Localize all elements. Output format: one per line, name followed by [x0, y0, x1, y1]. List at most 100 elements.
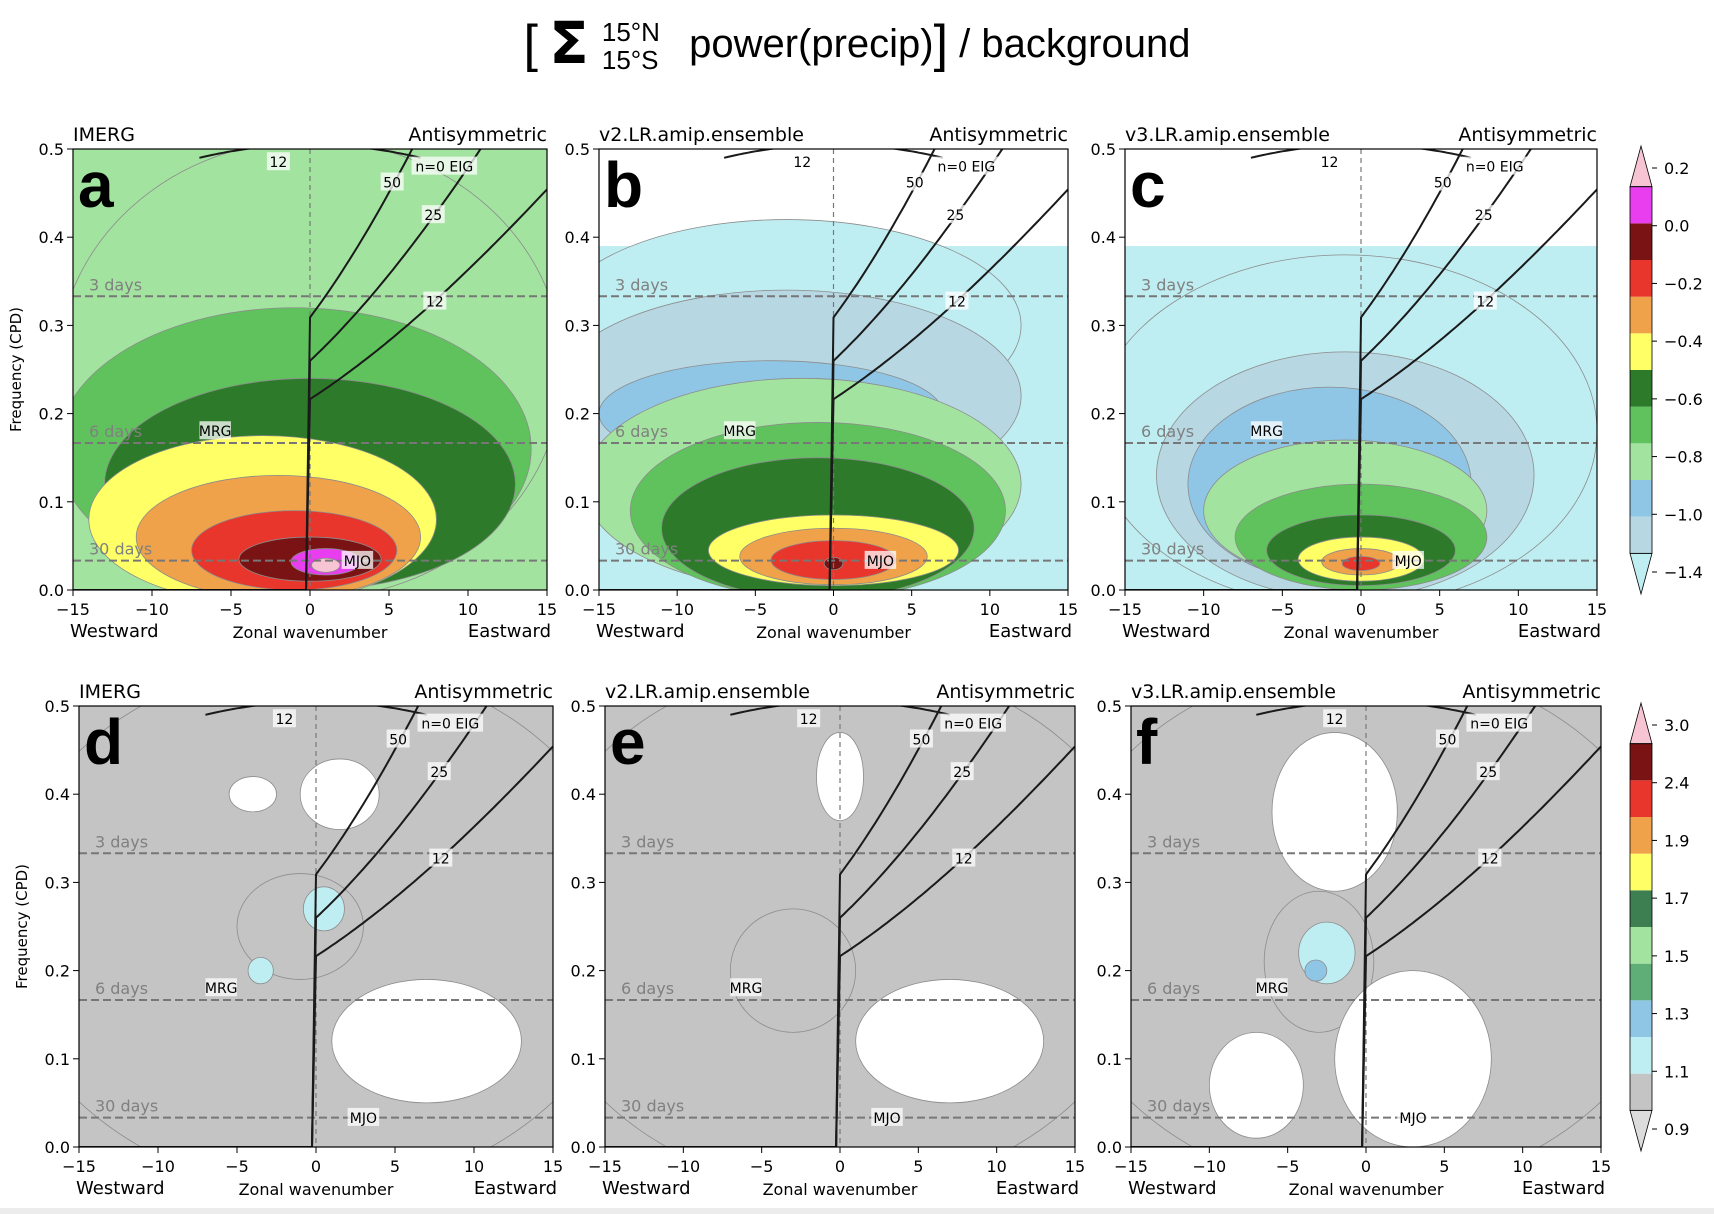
panel-title-left: v2.LR.amip.ensemble — [599, 124, 804, 146]
panel-letter: c — [1130, 149, 1166, 221]
x-tick-label: 15 — [1058, 600, 1078, 619]
x-tick-label: −15 — [582, 600, 616, 619]
curve-label-bg — [909, 729, 933, 748]
curve-label: 25 — [1475, 208, 1493, 224]
contour-band — [1304, 959, 1328, 982]
colorbar-segment — [1630, 1037, 1652, 1074]
colorbar-segment — [1630, 516, 1652, 554]
contour-band — [299, 758, 380, 830]
period-label: 3 days — [1147, 832, 1200, 851]
y-axis-label: Frequency (CPD) — [7, 307, 25, 432]
colorbar-tick-label: 1.5 — [1664, 947, 1689, 966]
curve-label-bg — [386, 729, 410, 748]
x-axis-label: Zonal wavenumber — [233, 623, 388, 642]
curve-label: n=0 EIG — [1466, 160, 1524, 176]
panel-letter: d — [84, 706, 123, 778]
colorbar-segment — [1630, 890, 1652, 927]
curve-label-bg — [903, 172, 927, 191]
panel-title-right: Antisymmetric — [1462, 681, 1601, 703]
mrg-dispersion-curve — [1131, 706, 1469, 1147]
x-tick-label: 10 — [1508, 600, 1528, 619]
colorbar-segment — [1630, 963, 1652, 1001]
top-colorbar: 0.2 0.0 −0.2 −0.4 −0.6 −0.8 −1.0 −1.4 — [1629, 144, 1703, 596]
period-label: 30 days — [615, 540, 678, 559]
panel-letter: e — [610, 706, 646, 778]
curve-label-bg — [950, 762, 974, 781]
x-tick-label: 10 — [980, 600, 1000, 619]
x-tick-label: −15 — [1114, 1157, 1148, 1176]
panel-title-left: v2.LR.amip.ensemble — [605, 681, 810, 703]
curve-label-bg — [341, 550, 374, 569]
curve-label-bg — [417, 713, 484, 732]
title-close-bracket: ] — [933, 15, 949, 73]
curve-label: 50 — [913, 733, 931, 749]
curve-label: 12 — [1481, 852, 1499, 868]
contour-band — [331, 979, 522, 1104]
period-label: 30 days — [89, 540, 152, 559]
colorbar-tick-label: 0.9 — [1664, 1120, 1689, 1139]
x-axis-label: Zonal wavenumber — [763, 1180, 918, 1199]
curve-label-bg — [1435, 729, 1459, 748]
mrg-dispersion-curve — [1131, 745, 1601, 1147]
x-tick-label: 5 — [1435, 600, 1445, 619]
mrg-dispersion-curve — [1125, 188, 1597, 590]
colorbar-tick-label: −0.6 — [1664, 390, 1703, 409]
colorbar-tick-label: 2.4 — [1664, 774, 1689, 793]
x-label-westward: Westward — [596, 621, 685, 642]
title-limits: 15°N 15°S — [602, 18, 660, 74]
mrg-dispersion-curve — [79, 745, 553, 1147]
contour-band — [729, 908, 857, 1033]
y-tick-label: 0.1 — [1097, 1050, 1122, 1069]
colorbar-segment — [1630, 296, 1652, 334]
x-label-eastward: Eastward — [474, 1178, 557, 1199]
curve-label: 50 — [1439, 733, 1457, 749]
y-tick-label: 0.3 — [1091, 316, 1116, 335]
figure-title: [ Σ 15°N 15°S power(precip)] / backgroun… — [0, 8, 1714, 79]
eig-dispersion-curve — [723, 149, 944, 159]
x-tick-label: 5 — [907, 600, 917, 619]
y-tick-label: 0.4 — [565, 228, 590, 247]
x-label-eastward: Eastward — [989, 621, 1072, 642]
period-label: 3 days — [615, 275, 668, 294]
contour-band — [311, 557, 341, 573]
colorbar-tick-label: 3.0 — [1664, 716, 1689, 735]
curve-label: 50 — [1434, 176, 1452, 192]
panel-e-field: 3 days 6 days 30 days n=0 EIG 50 25 12 12 MRG MJO — [605, 706, 1075, 1147]
curve-label: 12 — [948, 295, 966, 311]
colorbar-bottom-extension — [1629, 1109, 1653, 1153]
y-tick-label: 0.3 — [1097, 873, 1122, 892]
title-lower-limit: 15°S — [601, 45, 659, 76]
title-sigma: Σ — [549, 9, 589, 77]
curve-label-bg — [945, 291, 969, 310]
curve-label: n=0 EIG — [1470, 717, 1528, 733]
curve-label-bg — [1478, 848, 1502, 867]
y-tick-label: 0.1 — [39, 493, 64, 512]
curve-label: 50 — [383, 176, 401, 192]
panel-f-field: 3 days 6 days 30 days n=0 EIG 50 25 12 12 MRG MJO — [1131, 706, 1601, 1147]
curve-label: MRG — [205, 981, 238, 997]
curve-label-bg — [797, 709, 821, 728]
y-tick-label: 0.2 — [45, 962, 70, 981]
colorbar-segment — [1630, 780, 1652, 817]
x-tick-label: 0 — [1361, 1157, 1371, 1176]
x-label-westward: Westward — [70, 621, 159, 642]
x-tick-label: 10 — [464, 1157, 484, 1176]
curve-label-bg — [952, 848, 976, 867]
curve-label: MRG — [1250, 424, 1283, 440]
x-label-eastward: Eastward — [996, 1178, 1079, 1199]
x-tick-label: −5 — [225, 1157, 249, 1176]
period-label: 30 days — [1147, 1097, 1210, 1116]
curve-label-bg — [730, 978, 762, 997]
colorbar-segment — [1630, 223, 1652, 260]
mrg-dispersion-curve — [599, 149, 936, 590]
curve-label: 12 — [426, 295, 444, 311]
curve-label-bg — [1466, 713, 1532, 732]
curve-label: 25 — [947, 208, 965, 224]
period-label: 30 days — [621, 1097, 684, 1116]
curve-label-bg — [1392, 550, 1424, 569]
mrg-dispersion-curve — [605, 706, 943, 1147]
y-tick-label: 0.2 — [565, 405, 590, 424]
